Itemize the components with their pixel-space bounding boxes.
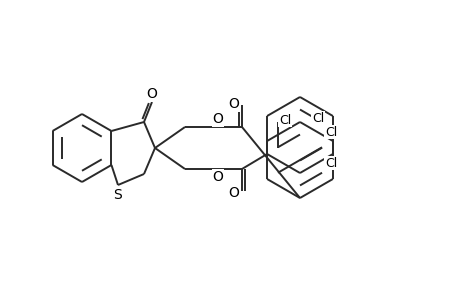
Text: O: O — [228, 186, 239, 200]
Text: Cl: Cl — [311, 112, 324, 124]
Text: Cl: Cl — [278, 113, 291, 127]
Text: O: O — [146, 87, 157, 101]
Text: O: O — [228, 97, 239, 111]
Text: O: O — [212, 170, 223, 184]
Text: S: S — [113, 188, 122, 202]
Text: Cl: Cl — [324, 125, 336, 139]
Text: O: O — [212, 112, 223, 126]
Text: Cl: Cl — [324, 157, 336, 169]
